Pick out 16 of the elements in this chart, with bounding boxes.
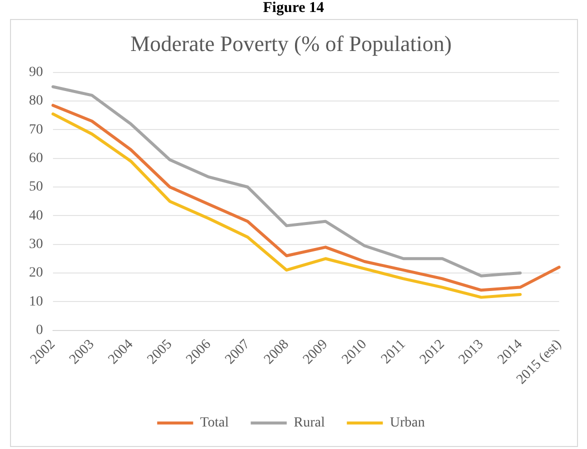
y-tick-label: 20 (29, 266, 43, 281)
legend-label: Total (200, 416, 229, 431)
y-tick-label: 50 (29, 180, 43, 195)
y-tick-label: 0 (36, 322, 43, 338)
y-tick-label: 60 (29, 151, 43, 166)
y-tick-label: 70 (29, 122, 43, 138)
legend-label: Urban (390, 416, 425, 431)
x-tick-label: 2011 (378, 337, 409, 368)
y-tick-label: 80 (29, 94, 43, 109)
y-tick-label: 30 (29, 236, 43, 252)
y-tick-label: 40 (29, 208, 43, 224)
caption: Figure 14 (262, 0, 325, 17)
y-tick-label: 90 (29, 65, 43, 80)
legend-label: Rural (294, 416, 325, 431)
y-tick-label: 10 (29, 294, 43, 310)
chart-title: Moderate Poverty (% of Population) (130, 30, 452, 56)
